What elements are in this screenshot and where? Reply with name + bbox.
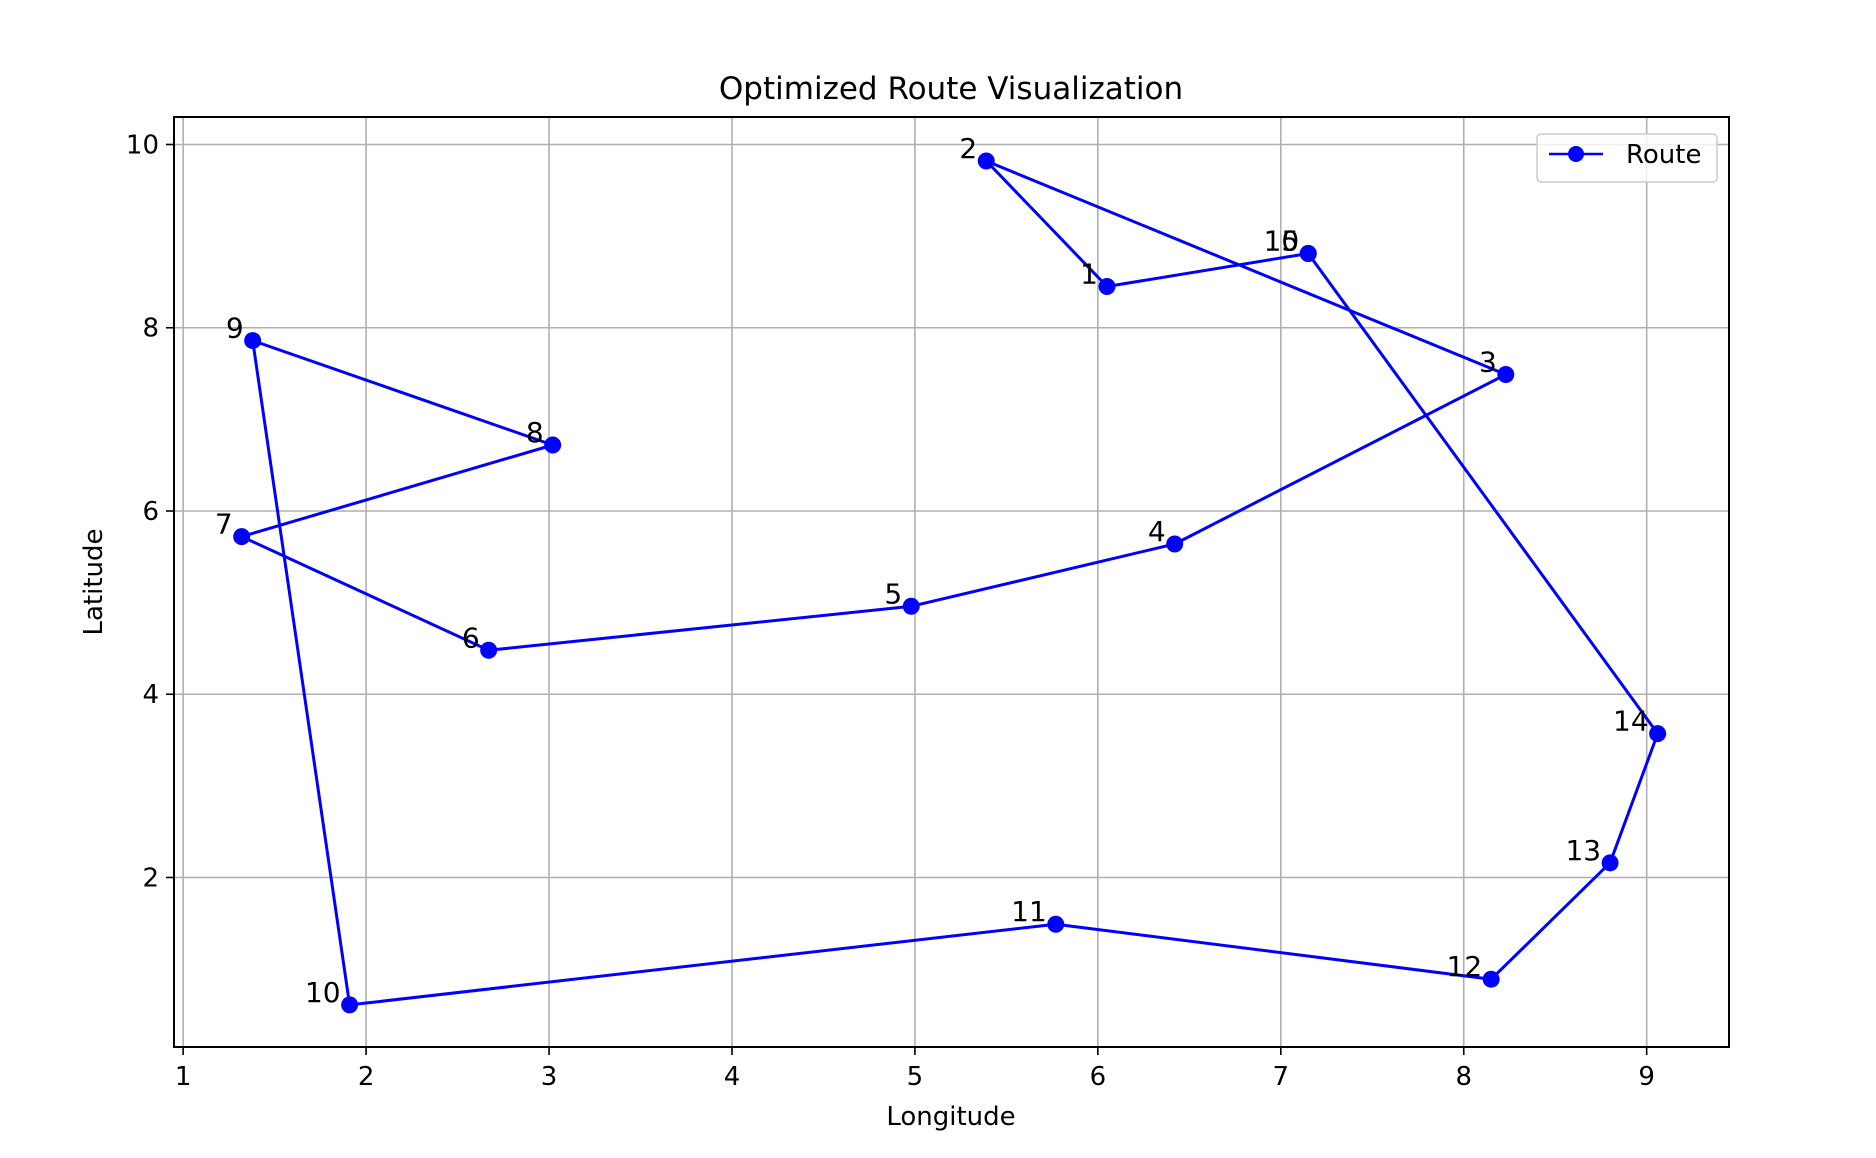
route-point-14 <box>1649 725 1667 743</box>
route-point-9 <box>244 332 262 350</box>
y-axis-label: Latitude <box>79 528 109 635</box>
point-label-14: 14 <box>1613 705 1649 738</box>
route-point-10 <box>341 996 359 1014</box>
chart-title: Optimized Route Visualization <box>719 71 1183 107</box>
point-label-0: 0 <box>1281 225 1299 258</box>
route-point-8 <box>544 436 562 454</box>
route-point-4 <box>1166 535 1184 553</box>
legend-route-label: Route <box>1626 140 1701 170</box>
route-point-6 <box>480 641 498 659</box>
plot-area-frame <box>173 116 1730 1048</box>
route-point-0 <box>1299 245 1317 263</box>
x-tick-label: 1 <box>175 1062 192 1092</box>
point-label-11: 11 <box>1011 895 1047 928</box>
x-tick-label: 9 <box>1638 1062 1655 1092</box>
point-label-9: 9 <box>226 312 244 345</box>
route-point-2 <box>977 152 995 170</box>
y-tick-label: 2 <box>142 863 159 893</box>
y-tick-label: 8 <box>142 314 159 344</box>
route-point-1 <box>1098 278 1116 296</box>
x-tick-label: 7 <box>1273 1062 1290 1092</box>
x-tick-label: 5 <box>907 1062 924 1092</box>
point-label-8: 8 <box>526 416 544 449</box>
legend-route-marker <box>1568 146 1584 162</box>
point-label-10: 10 <box>305 976 341 1009</box>
route-point-5 <box>902 597 920 615</box>
y-tick-label: 4 <box>142 680 159 710</box>
y-tick-label: 10 <box>126 130 159 160</box>
legend-box <box>1536 133 1718 183</box>
point-label-7: 7 <box>215 508 233 541</box>
point-label-1: 1 <box>1080 258 1098 291</box>
y-tick-label: 6 <box>142 497 159 527</box>
x-tick-label: 4 <box>724 1062 741 1092</box>
route-point-13 <box>1601 854 1619 872</box>
grid-lines <box>174 117 1729 1047</box>
point-label-12: 12 <box>1447 950 1483 983</box>
route-point-3 <box>1497 365 1515 383</box>
route-series <box>233 152 1667 1014</box>
route-point-11 <box>1047 915 1065 933</box>
point-label-2: 2 <box>959 132 977 165</box>
x-tick-label: 6 <box>1090 1062 1107 1092</box>
point-label-4: 4 <box>1148 515 1166 548</box>
route-point-7 <box>233 528 251 546</box>
route-point-12 <box>1482 970 1500 988</box>
x-tick-label: 2 <box>358 1062 375 1092</box>
point-label-6: 6 <box>462 621 480 654</box>
point-label-5: 5 <box>884 577 902 610</box>
legend: Route <box>1536 133 1718 183</box>
route-line <box>240 159 1660 1007</box>
point-label-13: 13 <box>1565 834 1601 867</box>
x-tick-label: 8 <box>1455 1062 1472 1092</box>
x-tick-label: 3 <box>541 1062 558 1092</box>
point-label-3: 3 <box>1479 345 1497 378</box>
point-label-15: 15 <box>1264 225 1300 258</box>
x-axis-label: Longitude <box>886 1102 1015 1132</box>
